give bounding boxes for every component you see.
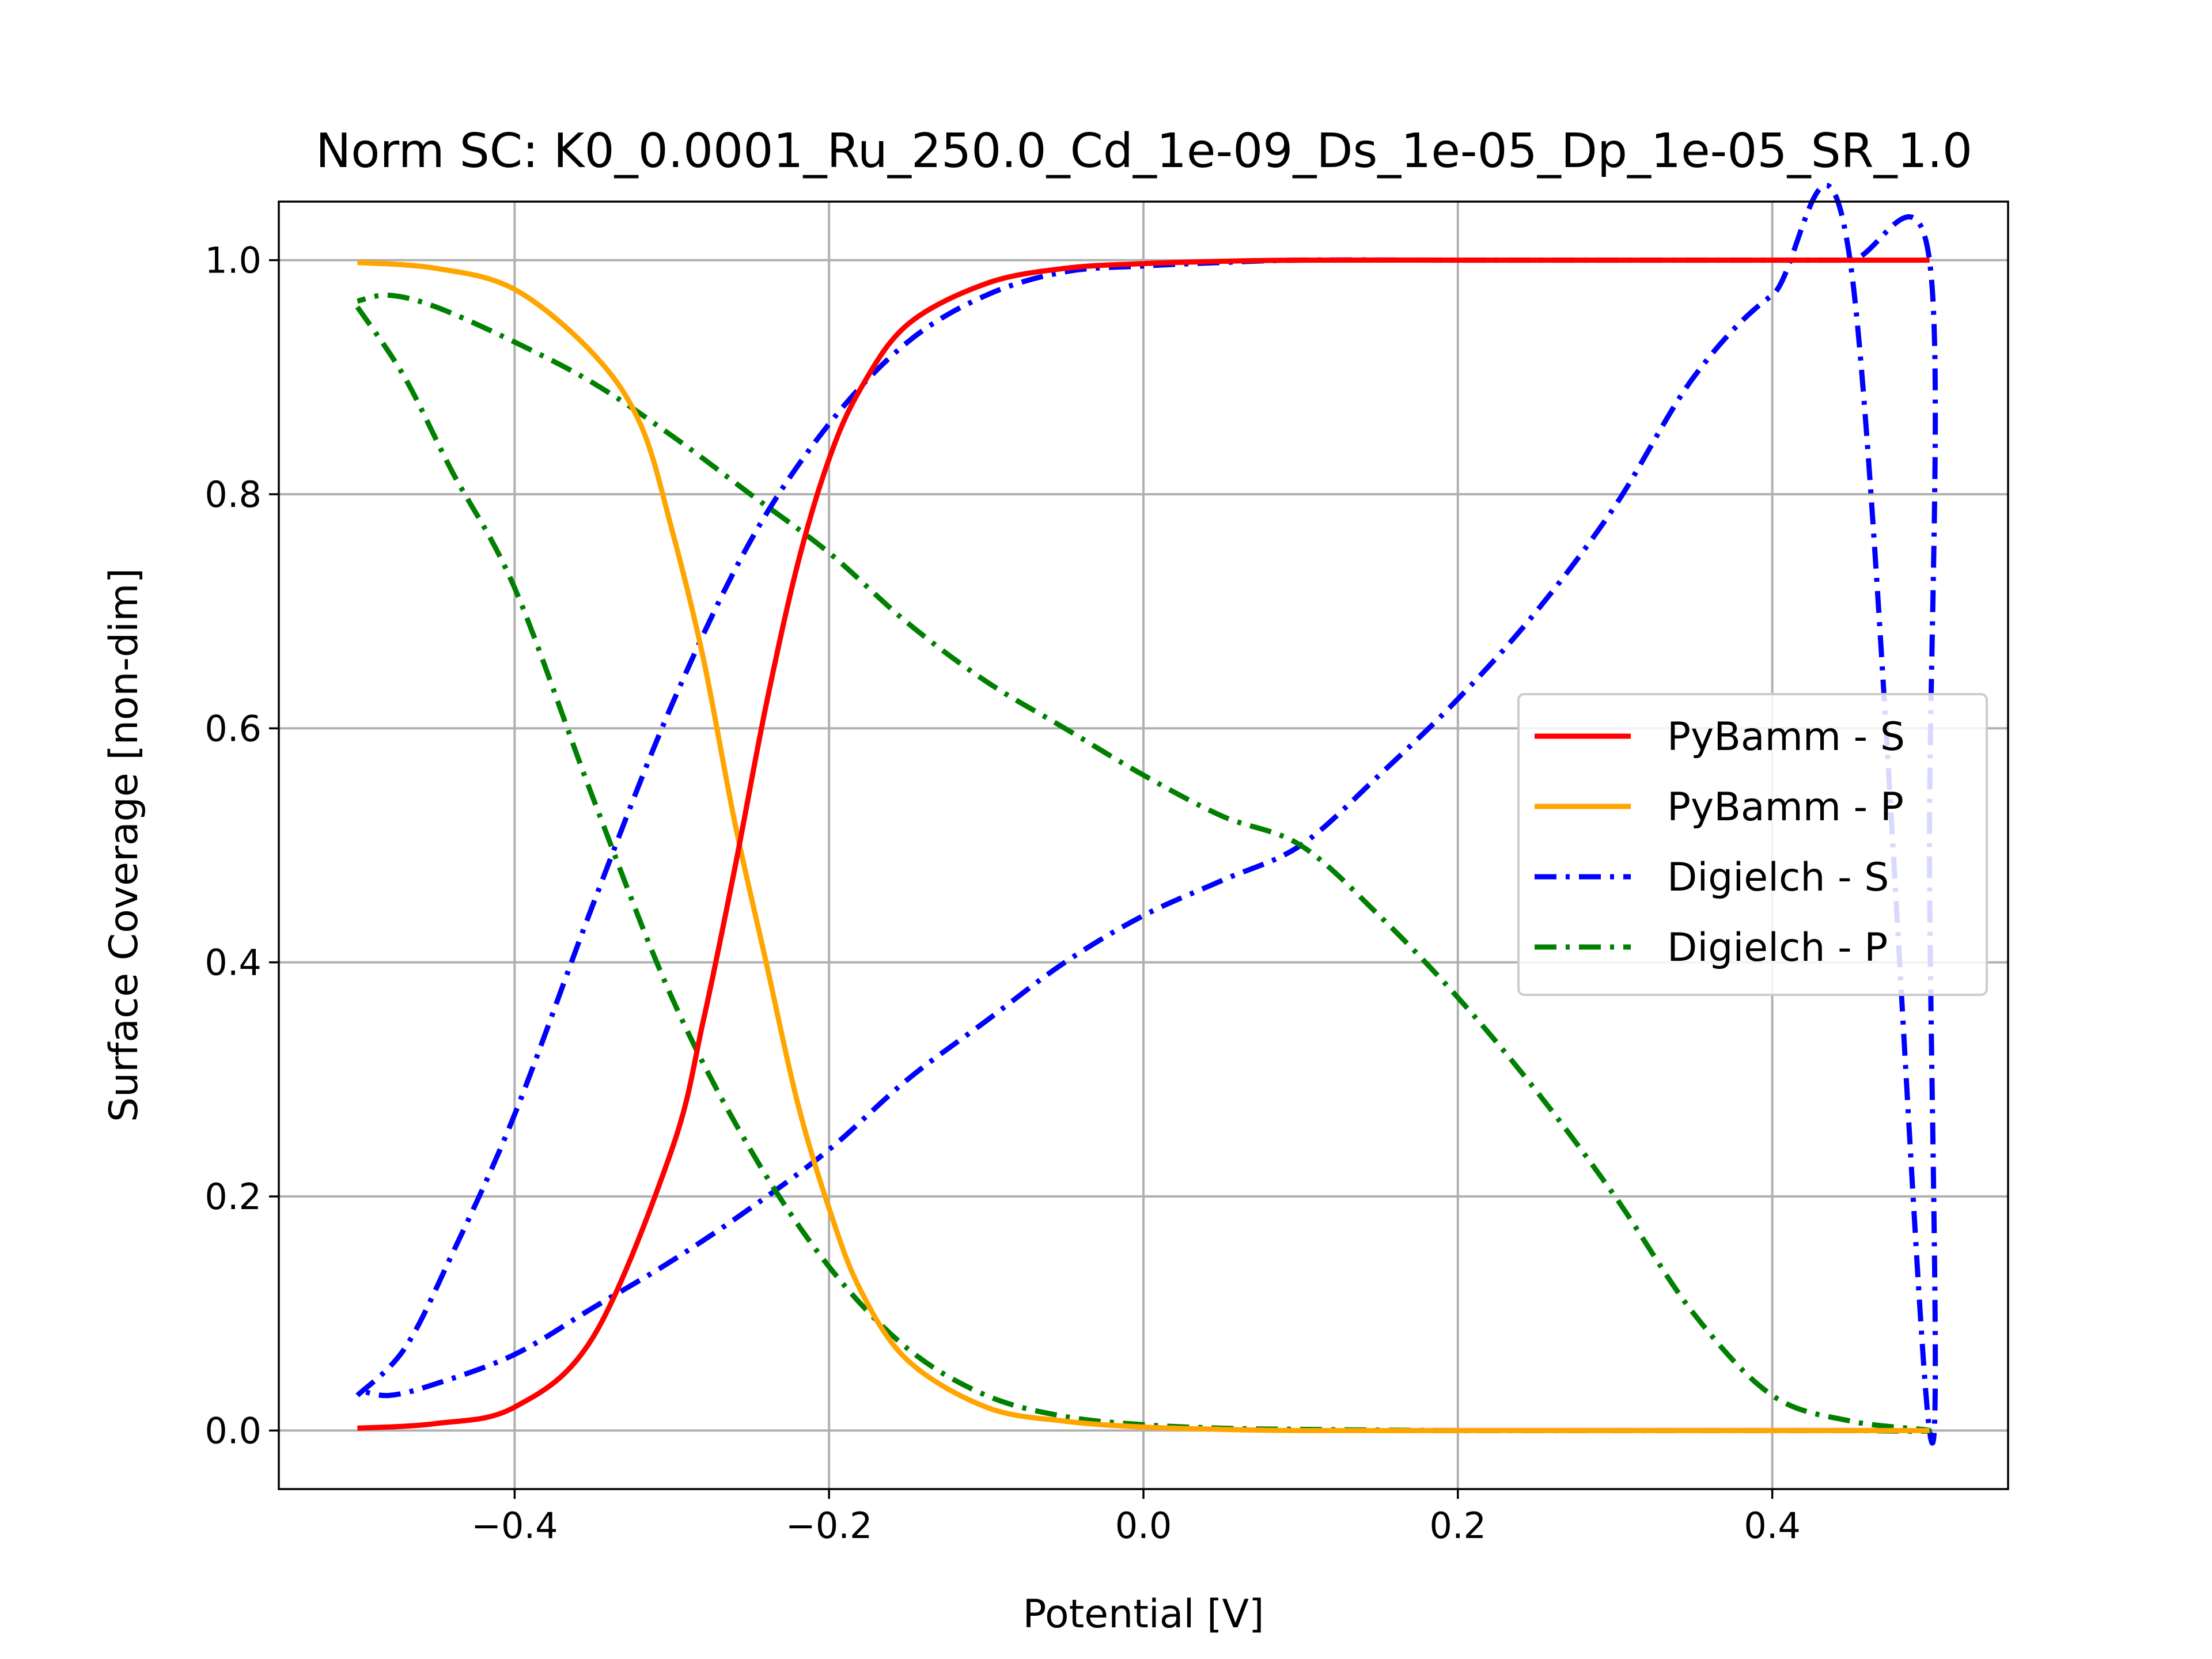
x-tick-label: −0.4 xyxy=(471,1505,558,1547)
y-tick-label: 1.0 xyxy=(204,240,262,282)
axis-ticks: −0.4 −0.2 0.0 0.2 0.4 0.0 0.2 0.4 0.6 0.8 1.0 xyxy=(204,240,1801,1547)
x-axis-label: Potential [V] xyxy=(1022,1592,1264,1637)
legend: PyBamm - S PyBamm - P Digielch - S Digielch… xyxy=(1517,693,1988,996)
y-tick-label: 0.4 xyxy=(204,942,262,984)
x-tick-label: 0.2 xyxy=(1430,1505,1487,1547)
x-tick-label: 0.0 xyxy=(1115,1505,1172,1547)
chart-title: Norm SC: K0_0.0001_Ru_250.0_Cd_1e-09_Ds_… xyxy=(316,124,1972,179)
y-tick-label: 0.0 xyxy=(204,1410,262,1452)
legend-label: PyBamm - P xyxy=(1667,785,1904,830)
legend-box xyxy=(1517,693,1988,996)
y-tick-label: 0.2 xyxy=(204,1176,262,1218)
legend-label: Digielch - S xyxy=(1667,855,1889,900)
series-line-pybamm-s xyxy=(357,257,1930,1431)
legend-label: Digielch - P xyxy=(1667,925,1888,971)
plot-series xyxy=(355,183,1938,1446)
y-tick-label: 0.6 xyxy=(204,707,262,749)
x-tick-label: 0.4 xyxy=(1744,1505,1801,1547)
y-axis-label: Surface Coverage [non-dim] xyxy=(101,568,147,1122)
series-line-pybamm-p xyxy=(357,260,1930,1434)
legend-label: PyBamm - S xyxy=(1667,714,1905,760)
x-tick-label: −0.2 xyxy=(786,1505,873,1547)
series-line-digielch-s xyxy=(355,183,1938,1446)
y-tick-label: 0.8 xyxy=(204,474,262,516)
series-line-digielch-p xyxy=(355,292,1933,1434)
